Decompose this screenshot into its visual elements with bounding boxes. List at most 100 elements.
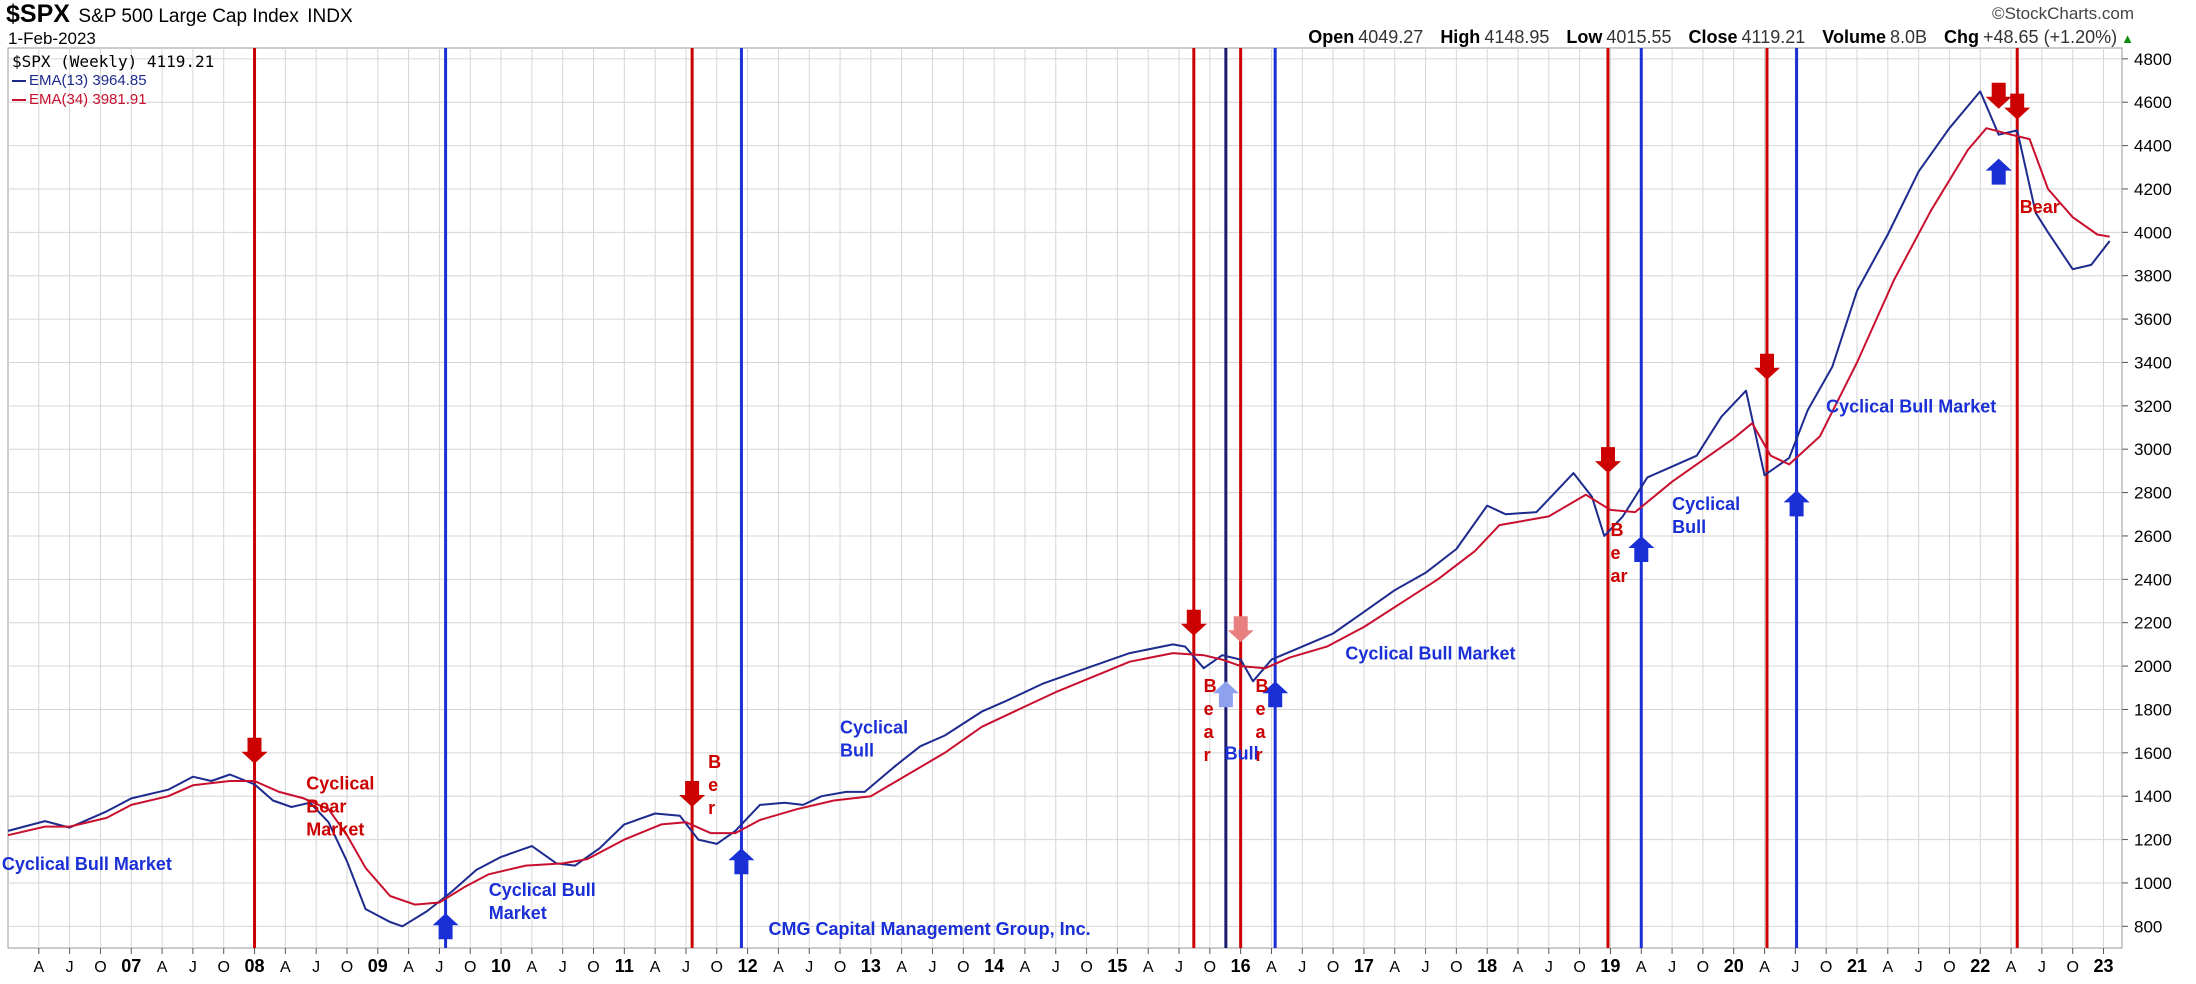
x-tick-label: A xyxy=(527,959,538,976)
bull-arrow-icon xyxy=(1628,536,1655,562)
legend-ema13: EMA(13) 3964.85 xyxy=(12,71,214,90)
low-value: 4015.55 xyxy=(1606,27,1672,47)
x-tick-label: A xyxy=(403,959,414,976)
x-tick-label: O xyxy=(341,959,353,976)
open-value: 4049.27 xyxy=(1358,27,1424,47)
x-tick-label: 11 xyxy=(615,956,634,976)
symbol: $SPX xyxy=(6,0,70,28)
bull-arrow-icon xyxy=(1985,158,2012,185)
cycle-lines xyxy=(253,48,2019,948)
axes: 800 1000 1200 1400 1600 1800 2000 2200 2400 2600 2… xyxy=(33,50,2171,976)
legend-ema34: EMA(34) 3981.91 xyxy=(12,90,214,109)
y-tick-label: 4800 xyxy=(2134,50,2172,69)
x-tick-label: O xyxy=(1204,959,1216,976)
x-tick-label: J xyxy=(805,959,813,976)
y-tick-label: 1400 xyxy=(2134,787,2172,806)
x-tick-label: 15 xyxy=(1107,956,1127,976)
chg-label: Chg xyxy=(1944,27,1980,47)
x-tick-label: O xyxy=(1697,959,1709,976)
x-tick-label: 17 xyxy=(1354,956,1374,976)
bear-arrow-icon xyxy=(1754,353,1780,380)
bear-arrow-icon xyxy=(679,781,706,807)
x-tick-label: A xyxy=(2006,959,2017,976)
high-value: 4148.95 xyxy=(1484,27,1550,47)
ohlc-bar: Open 4049.27 High 4148.95 Low 4015.55 Close… xyxy=(1296,27,2134,48)
x-tick-label: O xyxy=(1327,959,1339,976)
x-tick-label: J xyxy=(2038,959,2046,976)
x-tick-label: A xyxy=(1513,959,1524,976)
x-tick-label: 22 xyxy=(1970,956,1990,976)
y-tick-label: 4200 xyxy=(2134,180,2172,199)
y-tick-label: 1800 xyxy=(2134,700,2172,719)
x-tick-label: J xyxy=(1668,959,1676,976)
close-label: Close xyxy=(1688,27,1738,47)
close-value: 4119.21 xyxy=(1741,27,1806,47)
y-tick-label: 4600 xyxy=(2134,93,2172,112)
x-tick-label: J xyxy=(928,959,936,976)
bear-arrow-icon xyxy=(1595,447,1621,474)
legend: $SPX (Weekly) 4119.21 EMA(13) 3964.85 EM… xyxy=(12,52,214,109)
y-tick-label: 2800 xyxy=(2134,484,2172,503)
x-tick-label: O xyxy=(711,959,723,976)
bear-arrow-icon xyxy=(2004,93,2031,120)
x-tick-label: J xyxy=(312,959,320,976)
x-tick-label: A xyxy=(157,959,168,976)
x-tick-label: A xyxy=(773,959,784,976)
ema13-swatch xyxy=(12,80,26,83)
x-tick-label: J xyxy=(1915,959,1923,976)
x-tick-label: A xyxy=(1636,959,1647,976)
x-tick-label: 16 xyxy=(1231,956,1251,976)
x-tick-label: J xyxy=(682,959,690,976)
y-tick-label: 1200 xyxy=(2134,831,2172,850)
chart-date: 1-Feb-2023 xyxy=(8,29,96,48)
x-tick-label: 10 xyxy=(491,956,511,976)
x-tick-label: O xyxy=(1450,959,1462,976)
annotation-label: Cyclical Bear Market xyxy=(306,774,374,840)
x-tick-label: 18 xyxy=(1477,956,1497,976)
symbol-name: S&P 500 Large Cap Index xyxy=(78,6,299,27)
bear-arrow-icon xyxy=(1985,82,2012,109)
x-tick-label: O xyxy=(587,959,599,976)
x-tick-label: O xyxy=(1943,959,1955,976)
y-tick-label: 3400 xyxy=(2134,353,2172,372)
x-tick-label: 07 xyxy=(121,956,141,976)
annotation-label: Cyclical Bull Market xyxy=(489,880,596,923)
bull-arrow-icon xyxy=(1783,490,1810,517)
ema34-swatch xyxy=(12,99,26,102)
x-tick-label: 19 xyxy=(1600,956,1620,976)
legend-ema34-label: EMA(34) 3981.91 xyxy=(29,91,147,108)
x-tick-label: 14 xyxy=(984,956,1004,976)
chg-up-icon: ▲ xyxy=(2121,31,2134,46)
x-tick-label: J xyxy=(1052,959,1060,976)
y-tick-label: 3600 xyxy=(2134,310,2172,329)
x-tick-label: O xyxy=(94,959,106,976)
x-tick-label: A xyxy=(1020,959,1031,976)
y-tick-label: 3200 xyxy=(2134,397,2172,416)
x-tick-label: O xyxy=(2066,959,2078,976)
x-tick-label: 08 xyxy=(245,956,265,976)
series-layer xyxy=(7,90,2111,928)
annotation-label: Bear xyxy=(2020,197,2060,217)
x-tick-label: J xyxy=(1422,959,1430,976)
y-tick-label: 800 xyxy=(2134,917,2162,936)
x-tick-label: A xyxy=(1266,959,1277,976)
x-tick-label: 20 xyxy=(1724,956,1744,976)
y-tick-label: 4400 xyxy=(2134,137,2172,156)
bull-arrow-icon xyxy=(728,848,755,875)
bear-arrow-icon xyxy=(1227,616,1254,643)
x-tick-label: A xyxy=(280,959,291,976)
exchange: INDX xyxy=(307,6,353,27)
volume-value: 8.0B xyxy=(1889,27,1927,47)
annotation-label: Cyclical Bull xyxy=(840,717,908,760)
open-label: Open xyxy=(1308,27,1355,47)
y-tick-label: 3800 xyxy=(2134,267,2172,286)
y-tick-label: 3000 xyxy=(2134,440,2172,459)
y-tick-label: 2400 xyxy=(2134,570,2172,589)
high-label: High xyxy=(1440,27,1481,47)
volume-label: Volume xyxy=(1822,27,1886,47)
x-tick-label: J xyxy=(1298,959,1306,976)
